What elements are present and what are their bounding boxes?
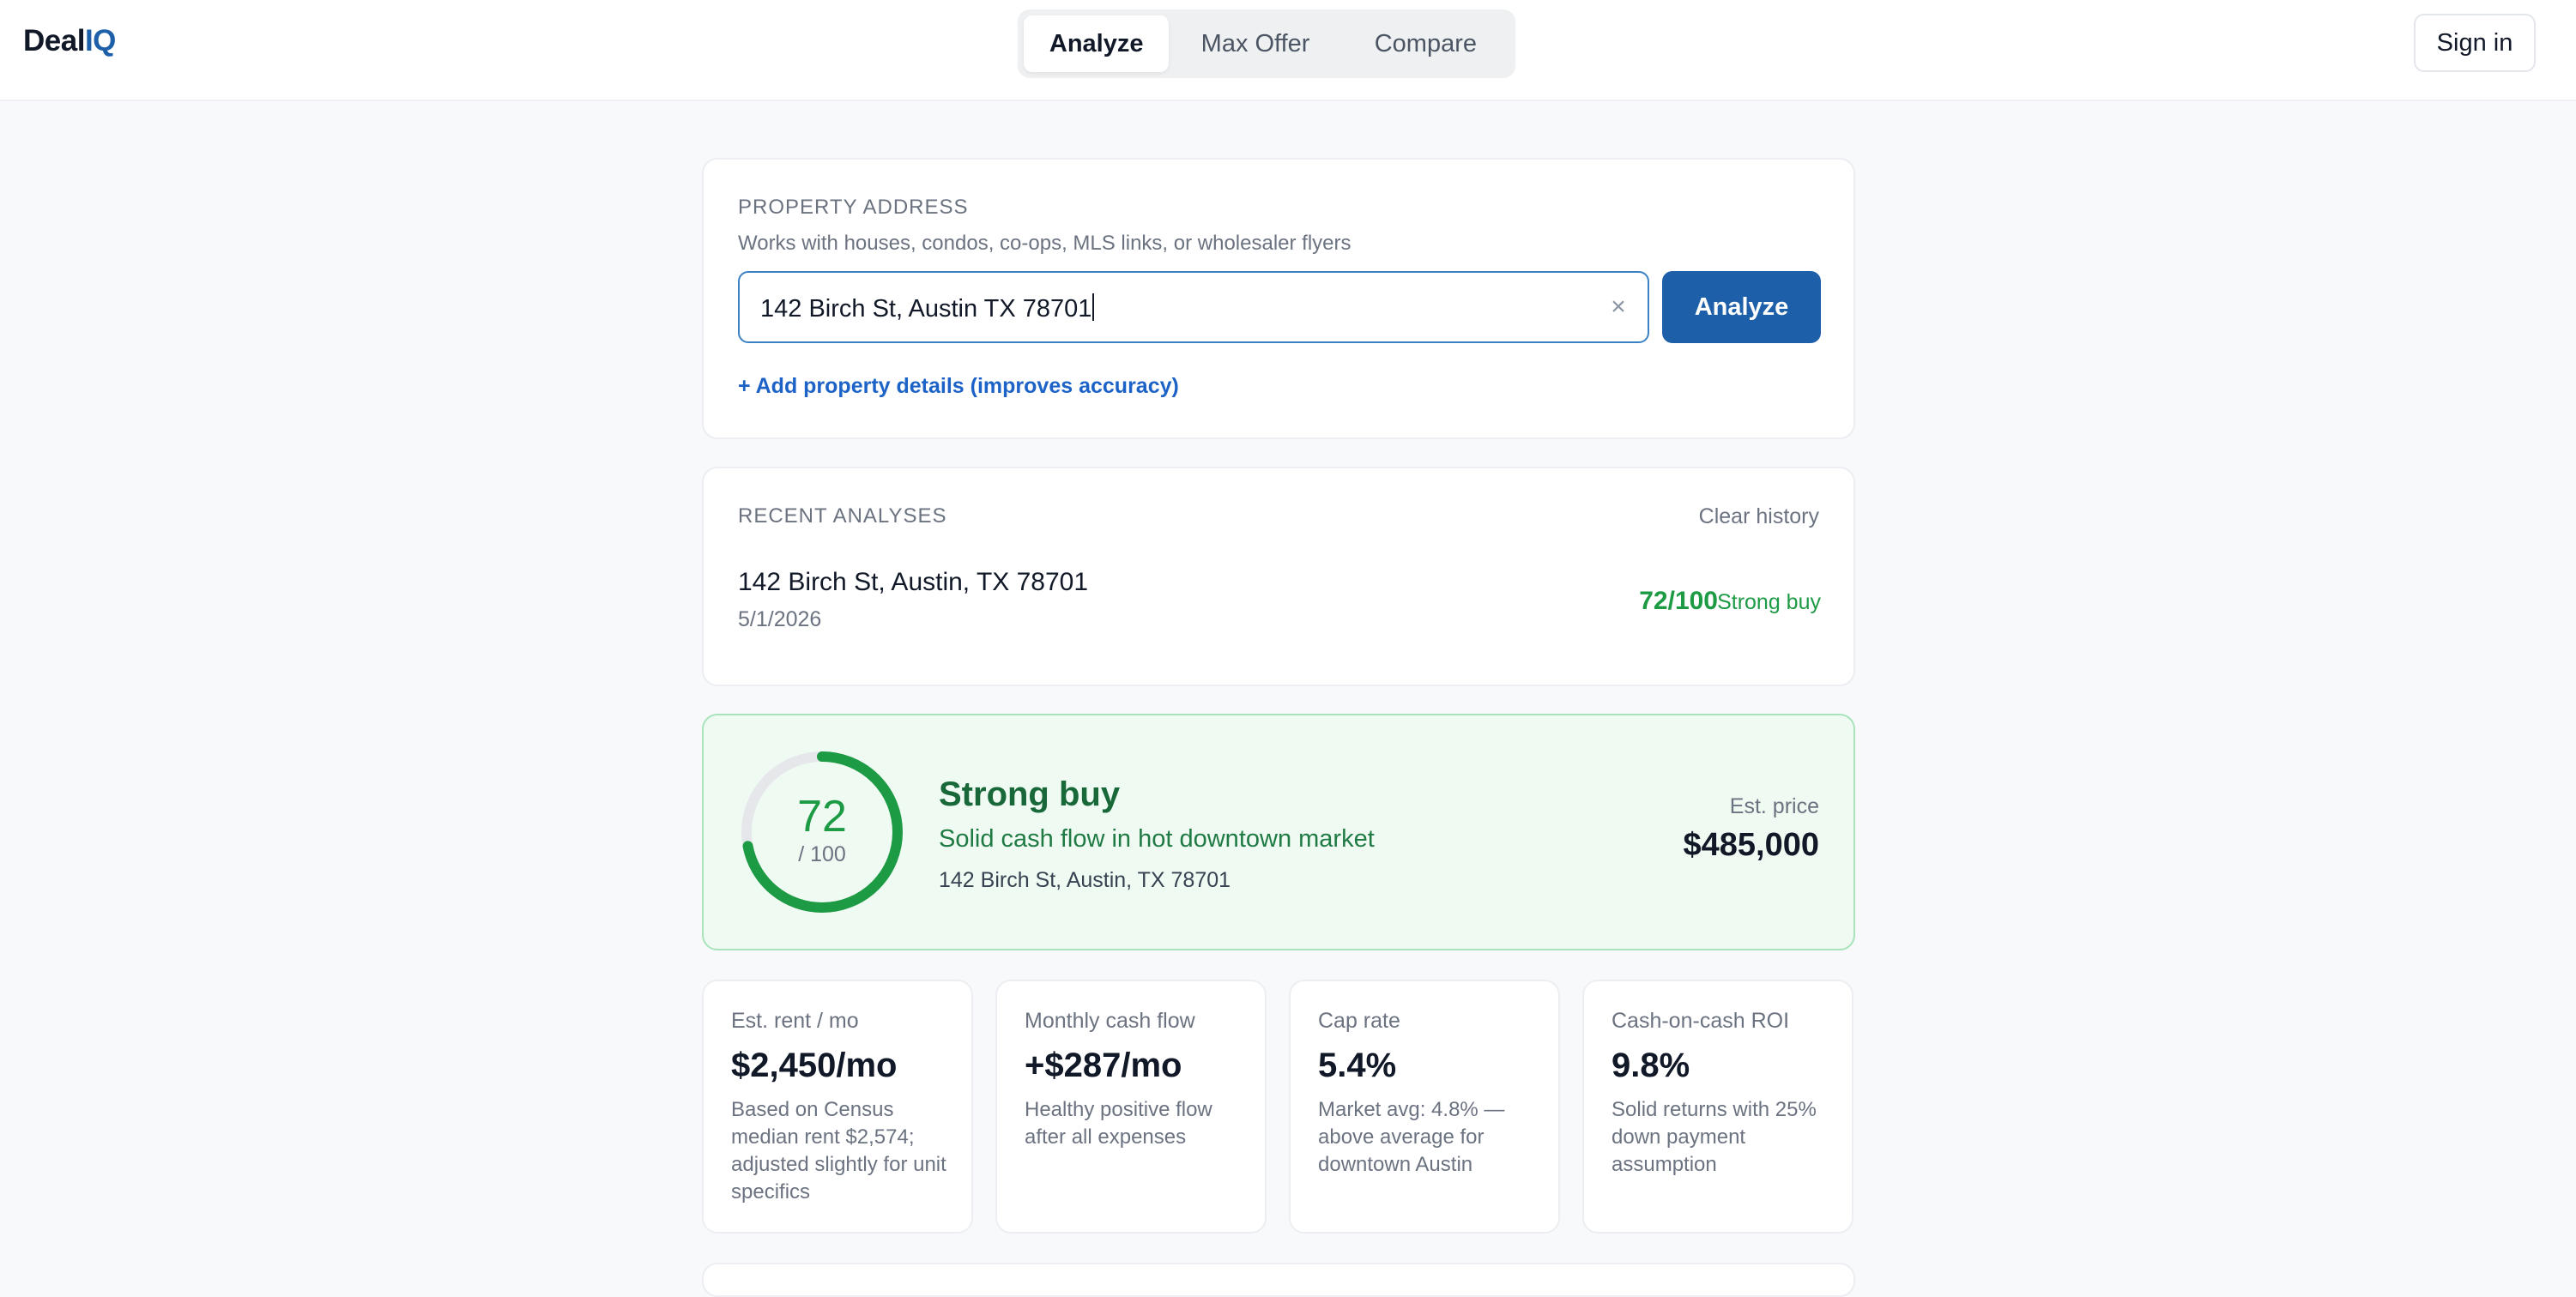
score-gauge [741, 751, 903, 913]
verdict-title: Strong buy [939, 775, 1121, 813]
metric-value: +$287/mo [1025, 1047, 1182, 1084]
address-hint: Works with houses, condos, co-ops, MLS l… [738, 232, 1351, 255]
address-input-value: 142 Birch St, Austin TX 78701 [760, 295, 1092, 323]
metric-card-rent: Est. rent / mo $2,450/mo Based on Census… [702, 980, 973, 1234]
clear-history-button[interactable]: Clear history [1698, 504, 1819, 528]
sign-in-button[interactable]: Sign in [2414, 14, 2536, 72]
recent-score: 72/100 [1639, 587, 1718, 615]
recent-verdict: Strong buy [1717, 590, 1821, 614]
add-property-details-link[interactable]: + Add property details (improves accurac… [738, 374, 1179, 398]
metric-value: 5.4% [1318, 1047, 1397, 1084]
score-denominator: / 100 [798, 842, 846, 866]
logo-accent: IQ [84, 24, 116, 57]
verdict-address: 142 Birch St, Austin, TX 78701 [939, 868, 1231, 892]
metric-card-cash-flow: Monthly cash flow +$287/mo Healthy posit… [995, 980, 1267, 1234]
verdict-summary: Solid cash flow in hot downtown market [939, 825, 1375, 853]
app-logo[interactable]: DealIQ [23, 24, 116, 58]
address-section-label: PROPERTY ADDRESS [738, 196, 969, 219]
recent-analyses-card: RECENT ANALYSES Clear history 142 Birch … [702, 467, 1855, 686]
metric-label: Monthly cash flow [1025, 1009, 1195, 1033]
address-input[interactable]: 142 Birch St, Austin TX 78701 × [738, 271, 1649, 343]
top-bar: DealIQ Analyze Max Offer Compare Sign in [0, 0, 2576, 101]
list-item[interactable]: 142 Birch St, Austin, TX 78701 5/1/2026 … [721, 559, 1838, 645]
metric-label: Cap rate [1318, 1009, 1400, 1033]
recent-date: 5/1/2026 [738, 607, 822, 631]
tab-max-offer[interactable]: Max Offer [1200, 29, 1310, 57]
mode-tabs: Analyze Max Offer Compare [1018, 9, 1515, 78]
next-section-card [702, 1263, 1855, 1297]
metric-card-cap-rate: Cap rate 5.4% Market avg: 4.8% — above a… [1289, 980, 1560, 1234]
analyze-button[interactable]: Analyze [1662, 271, 1821, 343]
tab-analyze[interactable]: Analyze [1024, 15, 1170, 72]
logo-text: Deal [23, 24, 85, 57]
metric-value: 9.8% [1612, 1047, 1690, 1084]
price-value: $485,000 [1683, 827, 1820, 863]
recent-section-label: RECENT ANALYSES [738, 504, 947, 528]
metric-card-roi: Cash-on-cash ROI 9.8% Solid returns with… [1582, 980, 1853, 1234]
address-card: PROPERTY ADDRESS Works with houses, cond… [702, 158, 1855, 439]
metric-description: Based on Census median rent $2,574; adju… [731, 1098, 946, 1203]
metric-description: Solid returns with 25% down payment assu… [1612, 1098, 1817, 1176]
metric-description: Market avg: 4.8% — above average for dow… [1318, 1098, 1505, 1176]
score-value: 72 [797, 792, 847, 842]
tab-compare[interactable]: Compare [1374, 29, 1477, 57]
price-label: Est. price [1729, 794, 1819, 818]
metric-label: Est. rent / mo [731, 1009, 859, 1033]
deal-score-card: 72 / 100 Strong buy Solid cash flow in h… [702, 714, 1855, 950]
recent-address: 142 Birch St, Austin, TX 78701 [738, 568, 1089, 596]
metric-value: $2,450/mo [731, 1047, 898, 1084]
metric-label: Cash-on-cash ROI [1612, 1009, 1790, 1033]
text-caret [1092, 293, 1095, 321]
gauge-fill [741, 751, 903, 913]
clear-input-icon[interactable]: × [1611, 293, 1626, 321]
metric-description: Healthy positive flow after all expenses [1025, 1098, 1212, 1149]
